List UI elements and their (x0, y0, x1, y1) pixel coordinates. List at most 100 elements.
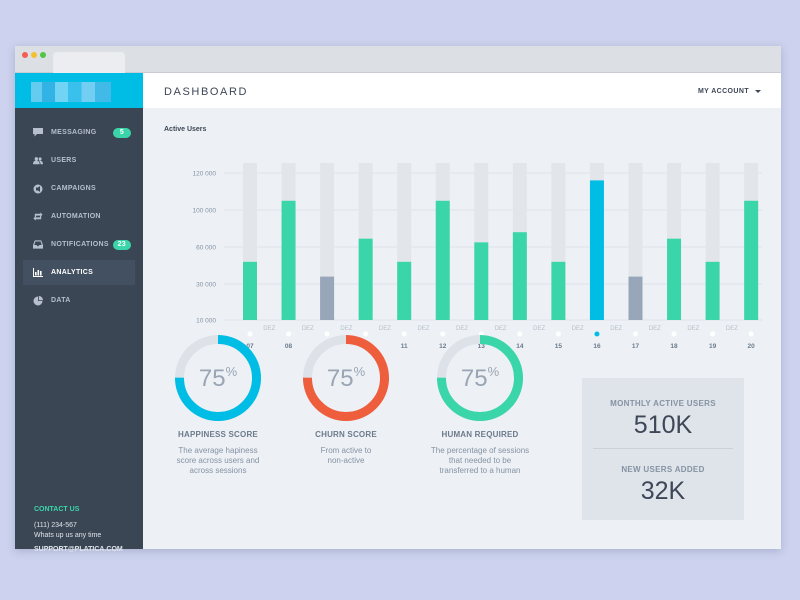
human-required-label: HUMAN REQUIRED (441, 430, 519, 439)
day-marker-07[interactable] (247, 331, 253, 337)
sidebar-item-analytics[interactable]: ANALYTICS (23, 260, 135, 285)
bar-09[interactable] (320, 276, 335, 320)
bar-07[interactable] (243, 261, 257, 320)
day-marker-16[interactable] (594, 331, 600, 337)
churn-score-caption: CHURN SCORE From active to non-active (286, 430, 406, 466)
chart-title: Active Users (164, 126, 207, 133)
bar-17[interactable] (628, 276, 643, 320)
month-separator-label: DEZ (610, 326, 622, 332)
ring-progress (303, 335, 389, 421)
inbox-icon (33, 240, 43, 249)
sidebar-item-messaging[interactable]: MESSAGING 5 (23, 120, 135, 145)
bar-14[interactable] (512, 232, 527, 320)
bar-20[interactable] (744, 200, 759, 320)
metric-description-line: non-active (327, 456, 365, 465)
sidebar-item-label: NOTIFICATIONS (51, 241, 109, 248)
month-separator-label: DEZ (263, 326, 275, 332)
y-tick-label: 120 000 (193, 171, 217, 178)
sidebar-item-label: MESSAGING (51, 129, 97, 136)
month-separator-label: DEZ (687, 326, 699, 332)
bar-12[interactable] (435, 200, 450, 320)
human-required-description: The percentage of sessions that needed to… (420, 446, 540, 476)
metric-description-line: that needed to be (448, 456, 512, 465)
sidebar-item-notifications[interactable]: NOTIFICATIONS 23 (23, 232, 135, 257)
chevron-down-icon (755, 90, 761, 93)
minimize-window-button[interactable] (31, 52, 37, 58)
happiness-score-ring: 75% (174, 334, 262, 422)
top-bar: DASHBOARD MY ACCOUNT (143, 73, 781, 108)
chat-bubble-icon (33, 128, 43, 137)
close-window-button[interactable] (22, 52, 28, 58)
x-tick-label: 17 (632, 343, 640, 350)
users-icon (33, 156, 43, 165)
metric-description-line: score across users and (176, 456, 260, 465)
day-marker-20[interactable] (748, 331, 754, 337)
bar-13[interactable] (474, 242, 489, 320)
repeat-icon (33, 212, 43, 221)
month-separator-label: DEZ (649, 326, 661, 332)
active-users-chart: 120 000 100 000 60 000 30 000 10 000 07 DEZ 08 D… (193, 163, 762, 350)
human-required-ring: 75% (436, 334, 524, 422)
x-tick-label: 11 (401, 343, 408, 350)
month-separator-label: DEZ (417, 326, 429, 332)
new-users-added-label: NEW USERS ADDED (621, 465, 705, 474)
bar-19[interactable] (705, 261, 720, 320)
sidebar-item-users[interactable]: USERS (23, 148, 135, 173)
browser-tab[interactable] (53, 52, 125, 73)
contact-phone[interactable]: (111) 234-567 (34, 522, 77, 529)
contact-section: CONTACT US (111) 234-567 Whats up us any… (34, 506, 139, 553)
day-marker-09[interactable] (324, 331, 330, 337)
day-marker-14[interactable] (517, 331, 523, 337)
sidebar-item-label: CAMPAIGNS (51, 185, 96, 192)
x-tick-label: 12 (439, 343, 447, 350)
happiness-score-value: 75% (198, 364, 238, 392)
contact-note: Whats up us any time (34, 532, 102, 539)
sidebar: MESSAGING 5 USERS CAMPAIGNS AUTOMATION (15, 73, 143, 553)
unread-badge: 5 (113, 128, 131, 138)
page-title: DASHBOARD (164, 86, 249, 98)
month-separator-label: DEZ (340, 326, 352, 332)
sidebar-item-campaigns[interactable]: CAMPAIGNS (23, 176, 135, 201)
bar-18[interactable] (667, 238, 682, 320)
logo-bar (15, 73, 143, 108)
bar-08[interactable] (281, 200, 296, 320)
day-marker-12[interactable] (440, 331, 446, 337)
y-tick-label: 10 000 (196, 318, 216, 325)
sidebar-item-label: ANALYTICS (51, 269, 94, 276)
happiness-score-caption: HAPPINESS SCORE The average hapiness score… (158, 430, 278, 476)
day-marker-11[interactable] (401, 331, 407, 337)
metric-description-line: transferred to a human (439, 466, 521, 475)
my-account-dropdown[interactable]: MY ACCOUNT (698, 88, 761, 95)
logo[interactable] (31, 82, 111, 102)
month-separator-label: DEZ (495, 326, 507, 332)
day-marker-15[interactable] (555, 331, 561, 337)
human-required-value: 75% (460, 364, 500, 392)
day-marker-17[interactable] (633, 331, 638, 337)
churn-score-label: CHURN SCORE (315, 430, 377, 439)
sidebar-item-automation[interactable]: AUTOMATION (23, 204, 135, 229)
x-tick-label: 07 (246, 343, 254, 350)
pie-chart-icon (33, 295, 43, 305)
contact-email[interactable]: SUPPORT@PLATICA.COM (34, 546, 123, 553)
happiness-score-description: The average hapiness score across users a… (158, 446, 278, 476)
sidebar-item-data[interactable]: DATA (23, 288, 135, 313)
bar-10[interactable] (358, 238, 373, 320)
bar-16[interactable] (589, 180, 604, 320)
day-marker-10[interactable] (363, 331, 369, 337)
month-separator-label: DEZ (302, 326, 314, 332)
stats-divider (593, 448, 733, 449)
month-separator-label: DEZ (456, 326, 468, 332)
month-separator-label: DEZ (379, 326, 391, 332)
x-tick-label: 16 (593, 343, 601, 350)
maximize-window-button[interactable] (40, 52, 46, 58)
day-marker-19[interactable] (710, 331, 716, 337)
new-users-added-value: 32K (640, 477, 686, 505)
day-marker-18[interactable] (671, 331, 677, 337)
x-tick-label: 20 (748, 343, 756, 350)
y-tick-label: 100 000 (193, 208, 217, 215)
day-marker-08[interactable] (286, 331, 292, 337)
sidebar-item-label: AUTOMATION (51, 213, 101, 220)
bar-11[interactable] (397, 261, 412, 320)
bar-15[interactable] (551, 261, 566, 320)
metric-description-line: The average hapiness (178, 446, 258, 455)
